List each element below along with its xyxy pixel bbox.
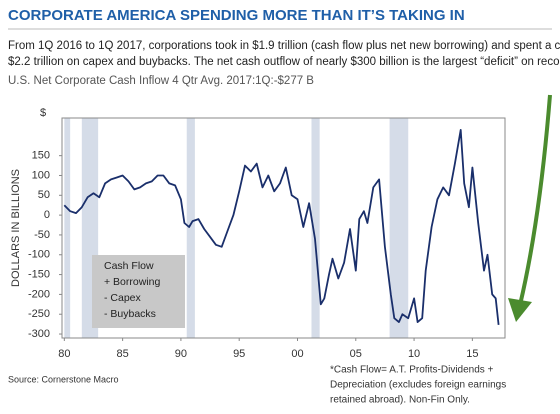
y-tick-label: 50: [38, 189, 50, 201]
footnote: retained abroad). Non-Fin Only.: [330, 395, 470, 406]
x-tick-label: 00: [291, 348, 303, 360]
y-tick-label: -250: [28, 308, 50, 320]
plot-frame: [61, 117, 506, 339]
y-tick-label: 150: [32, 150, 50, 162]
recession-band: [389, 118, 409, 338]
annotation: + Borrowing: [104, 276, 160, 288]
x-tick-label: 15: [466, 348, 478, 360]
subtitle: $2.2 trillion on capex and buybacks. The…: [8, 56, 560, 68]
chart-title: U.S. Net Corporate Cash Inflow 4 Qtr Avg…: [8, 75, 314, 87]
annotation: - Capex: [104, 292, 142, 304]
y-unit: $: [40, 107, 46, 119]
x-tick-label: 10: [408, 348, 420, 360]
source: Source: Cornerstone Macro: [8, 374, 119, 384]
footnote: *Cash Flow= A.T. Profits-Dividends +: [330, 365, 494, 376]
annotation: - Buybacks: [104, 308, 156, 320]
annotation: Cash Flow: [104, 260, 154, 272]
y-tick-label: -100: [28, 249, 50, 261]
x-tick-label: 95: [233, 348, 245, 360]
y-tick-label: 100: [32, 169, 50, 181]
y-tick-label: 0: [44, 209, 50, 221]
footnote: Depreciation (excludes foreign earnings: [330, 380, 506, 391]
y-tick-label: -50: [34, 229, 50, 241]
recession-band: [311, 118, 320, 338]
x-tick-label: 85: [116, 348, 128, 360]
y-tick-label: -200: [28, 288, 50, 300]
subtitle: From 1Q 2016 to 1Q 2017, corporations to…: [8, 40, 560, 52]
x-tick-label: 80: [58, 348, 70, 360]
recession-band: [64, 118, 71, 338]
y-tick-label: -150: [28, 268, 50, 280]
arrow-head: [508, 298, 532, 322]
recession-band: [186, 118, 195, 338]
y-axis-label: DOLLARS IN BILLIONS: [10, 169, 22, 287]
page-title: CORPORATE AMERICA SPENDING MORE THAN IT’…: [8, 7, 465, 24]
arrow: [518, 94, 552, 306]
data-line: [63, 129, 500, 325]
legend-box: [92, 255, 185, 328]
x-tick-label: 90: [175, 348, 187, 360]
y-tick-label: -300: [28, 328, 50, 340]
x-tick-label: 05: [350, 348, 362, 360]
